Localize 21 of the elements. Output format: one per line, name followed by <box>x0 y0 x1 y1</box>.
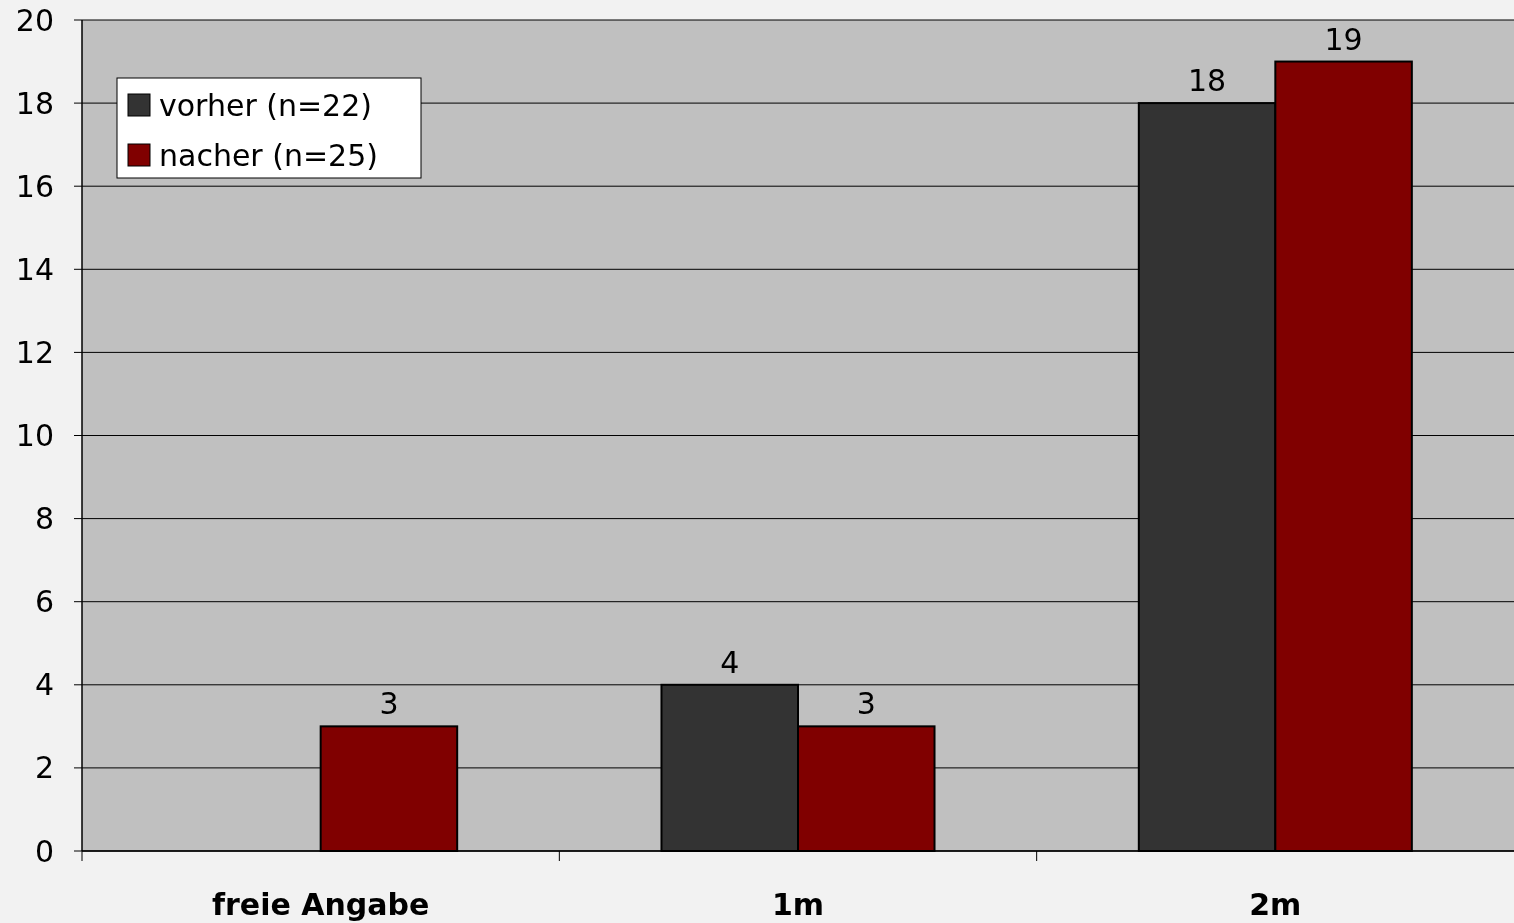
data-label: 19 <box>1324 21 1363 57</box>
data-label: 3 <box>379 686 399 722</box>
y-tick-label: 6 <box>34 584 54 620</box>
data-label: 18 <box>1187 63 1227 99</box>
y-tick-label: 14 <box>15 251 54 287</box>
y-tick-label: 8 <box>34 501 54 537</box>
x-tick-label: 2m <box>1249 887 1302 922</box>
y-tick-label: 18 <box>15 85 54 121</box>
x-tick-label: freie Angabe <box>211 887 430 922</box>
legend-label: vorher (n=22) <box>159 87 372 123</box>
y-tick-label: 20 <box>15 2 54 38</box>
y-tick-label: 12 <box>15 334 54 370</box>
y-tick-label: 2 <box>34 750 54 786</box>
y-tick-label: 4 <box>34 667 54 703</box>
y-tick-label: 16 <box>15 168 54 204</box>
y-tick-label: 0 <box>34 833 54 869</box>
legend-label: nacher (n=25) <box>159 137 378 173</box>
data-label: 4 <box>720 644 740 680</box>
x-tick-label: 1m <box>771 887 825 922</box>
data-label: 3 <box>856 686 876 722</box>
y-tick-label: 10 <box>15 418 54 453</box>
